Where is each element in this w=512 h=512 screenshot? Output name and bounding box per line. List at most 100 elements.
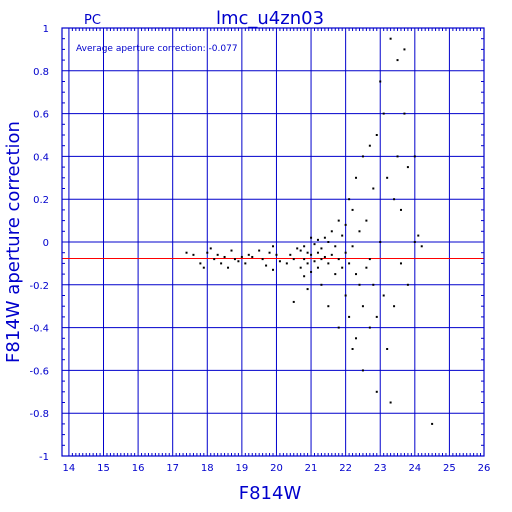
- y-tick-label: 0.2: [33, 195, 49, 206]
- y-tick-label: -0.8: [29, 409, 49, 420]
- x-tick-label: 14: [63, 463, 76, 474]
- data-point: [361, 369, 364, 372]
- data-point: [327, 305, 330, 308]
- data-point: [372, 283, 375, 286]
- data-point: [216, 253, 219, 256]
- data-point: [399, 208, 402, 211]
- data-point: [382, 294, 385, 297]
- data-point: [258, 249, 261, 252]
- y-axis-label: F814W aperture correction: [3, 121, 24, 363]
- data-point: [406, 283, 409, 286]
- data-point: [251, 255, 254, 258]
- data-point: [344, 223, 347, 226]
- data-point: [240, 255, 243, 258]
- y-tick-label: 0: [43, 238, 49, 249]
- x-tick-label: 25: [443, 463, 456, 474]
- data-point: [303, 258, 306, 261]
- grid: [62, 28, 484, 456]
- data-point: [361, 155, 364, 158]
- data-point: [351, 208, 354, 211]
- data-point: [310, 253, 313, 256]
- data-point: [337, 258, 340, 261]
- data-point: [265, 264, 268, 267]
- x-tick-label: 16: [132, 463, 145, 474]
- data-point: [348, 198, 351, 201]
- data-point: [396, 59, 399, 62]
- data-point: [220, 262, 223, 265]
- data-point: [393, 305, 396, 308]
- average-correction-annotation: Average aperture correction: -0.077: [76, 44, 238, 54]
- data-point: [303, 245, 306, 248]
- data-point: [227, 266, 230, 269]
- data-point: [320, 247, 323, 250]
- data-point: [316, 266, 319, 269]
- data-point: [365, 266, 368, 269]
- data-point: [403, 112, 406, 115]
- x-tick-label: 19: [236, 463, 249, 474]
- data-point: [268, 251, 271, 254]
- x-tick-label: 21: [305, 463, 318, 474]
- data-point: [386, 176, 389, 179]
- data-point: [233, 258, 236, 261]
- data-point: [431, 422, 434, 425]
- data-point: [358, 230, 361, 233]
- data-point: [334, 245, 337, 248]
- x-tick-label: 18: [201, 463, 214, 474]
- data-point: [355, 337, 358, 340]
- camera-label: PC: [84, 13, 101, 28]
- y-tick-label: 0.4: [33, 152, 49, 163]
- data-point: [337, 219, 340, 222]
- data-point: [389, 401, 392, 404]
- data-point: [341, 266, 344, 269]
- data-point: [244, 262, 247, 265]
- data-point: [334, 273, 337, 276]
- data-point: [316, 251, 319, 254]
- data-point: [272, 245, 274, 248]
- data-point: [306, 288, 309, 291]
- data-point: [348, 262, 351, 265]
- data-point: [223, 255, 226, 258]
- data-point: [337, 326, 340, 329]
- x-tick-label: 26: [478, 463, 491, 474]
- data-point: [202, 266, 205, 269]
- x-tick-labels: 14 15 16 17 18 19 20 21 22 23 24 25 26: [63, 463, 491, 474]
- data-point: [351, 348, 354, 350]
- x-tick-label: 15: [97, 463, 110, 474]
- y-tick-label: 1: [43, 24, 49, 35]
- data-point: [206, 251, 209, 254]
- data-point: [355, 176, 358, 179]
- data-point: [348, 315, 351, 318]
- data-point: [299, 249, 302, 252]
- data-point: [396, 155, 399, 158]
- data-point: [389, 37, 392, 40]
- x-tick-label: 23: [374, 463, 387, 474]
- data-point: [344, 294, 347, 297]
- data-point: [361, 305, 364, 308]
- data-point: [275, 253, 278, 256]
- data-point: [310, 270, 313, 273]
- data-point: [310, 236, 313, 239]
- data-point: [292, 300, 295, 303]
- data-point: [303, 275, 306, 278]
- data-point: [285, 262, 288, 265]
- data-point: [386, 348, 389, 350]
- x-tick-label: 22: [339, 463, 352, 474]
- data-point: [368, 258, 371, 261]
- plot-frame: [61, 27, 485, 457]
- data-point: [237, 260, 240, 263]
- data-point: [261, 258, 264, 261]
- y-tick-label: 0.8: [33, 67, 49, 78]
- data-point: [320, 258, 323, 261]
- data-point: [399, 262, 402, 265]
- data-point: [316, 238, 319, 241]
- x-tick-label: 24: [408, 463, 421, 474]
- data-point: [379, 80, 382, 83]
- data-point: [230, 249, 233, 252]
- data-point: [306, 251, 309, 254]
- y-tick-labels: 1 0.8 0.6 0.4 0.2 0 -0.2 -0.4 -0.6 -0.8 -1: [29, 24, 49, 463]
- data-point: [365, 219, 368, 222]
- data-point: [313, 243, 316, 246]
- data-point: [375, 315, 378, 318]
- data-point: [413, 241, 416, 243]
